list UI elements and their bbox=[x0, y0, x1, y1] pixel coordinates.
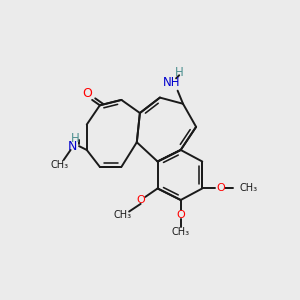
Text: CH₃: CH₃ bbox=[239, 184, 257, 194]
Text: O: O bbox=[216, 184, 225, 194]
Text: H: H bbox=[71, 132, 80, 145]
Text: CH₃: CH₃ bbox=[51, 160, 69, 170]
Text: H: H bbox=[175, 67, 184, 80]
Text: NH: NH bbox=[163, 76, 180, 89]
Text: CH₃: CH₃ bbox=[172, 226, 190, 237]
Text: O: O bbox=[136, 195, 145, 205]
Text: CH₃: CH₃ bbox=[114, 210, 132, 220]
Text: N: N bbox=[68, 140, 78, 153]
Text: O: O bbox=[82, 87, 92, 100]
Text: O: O bbox=[176, 210, 185, 220]
